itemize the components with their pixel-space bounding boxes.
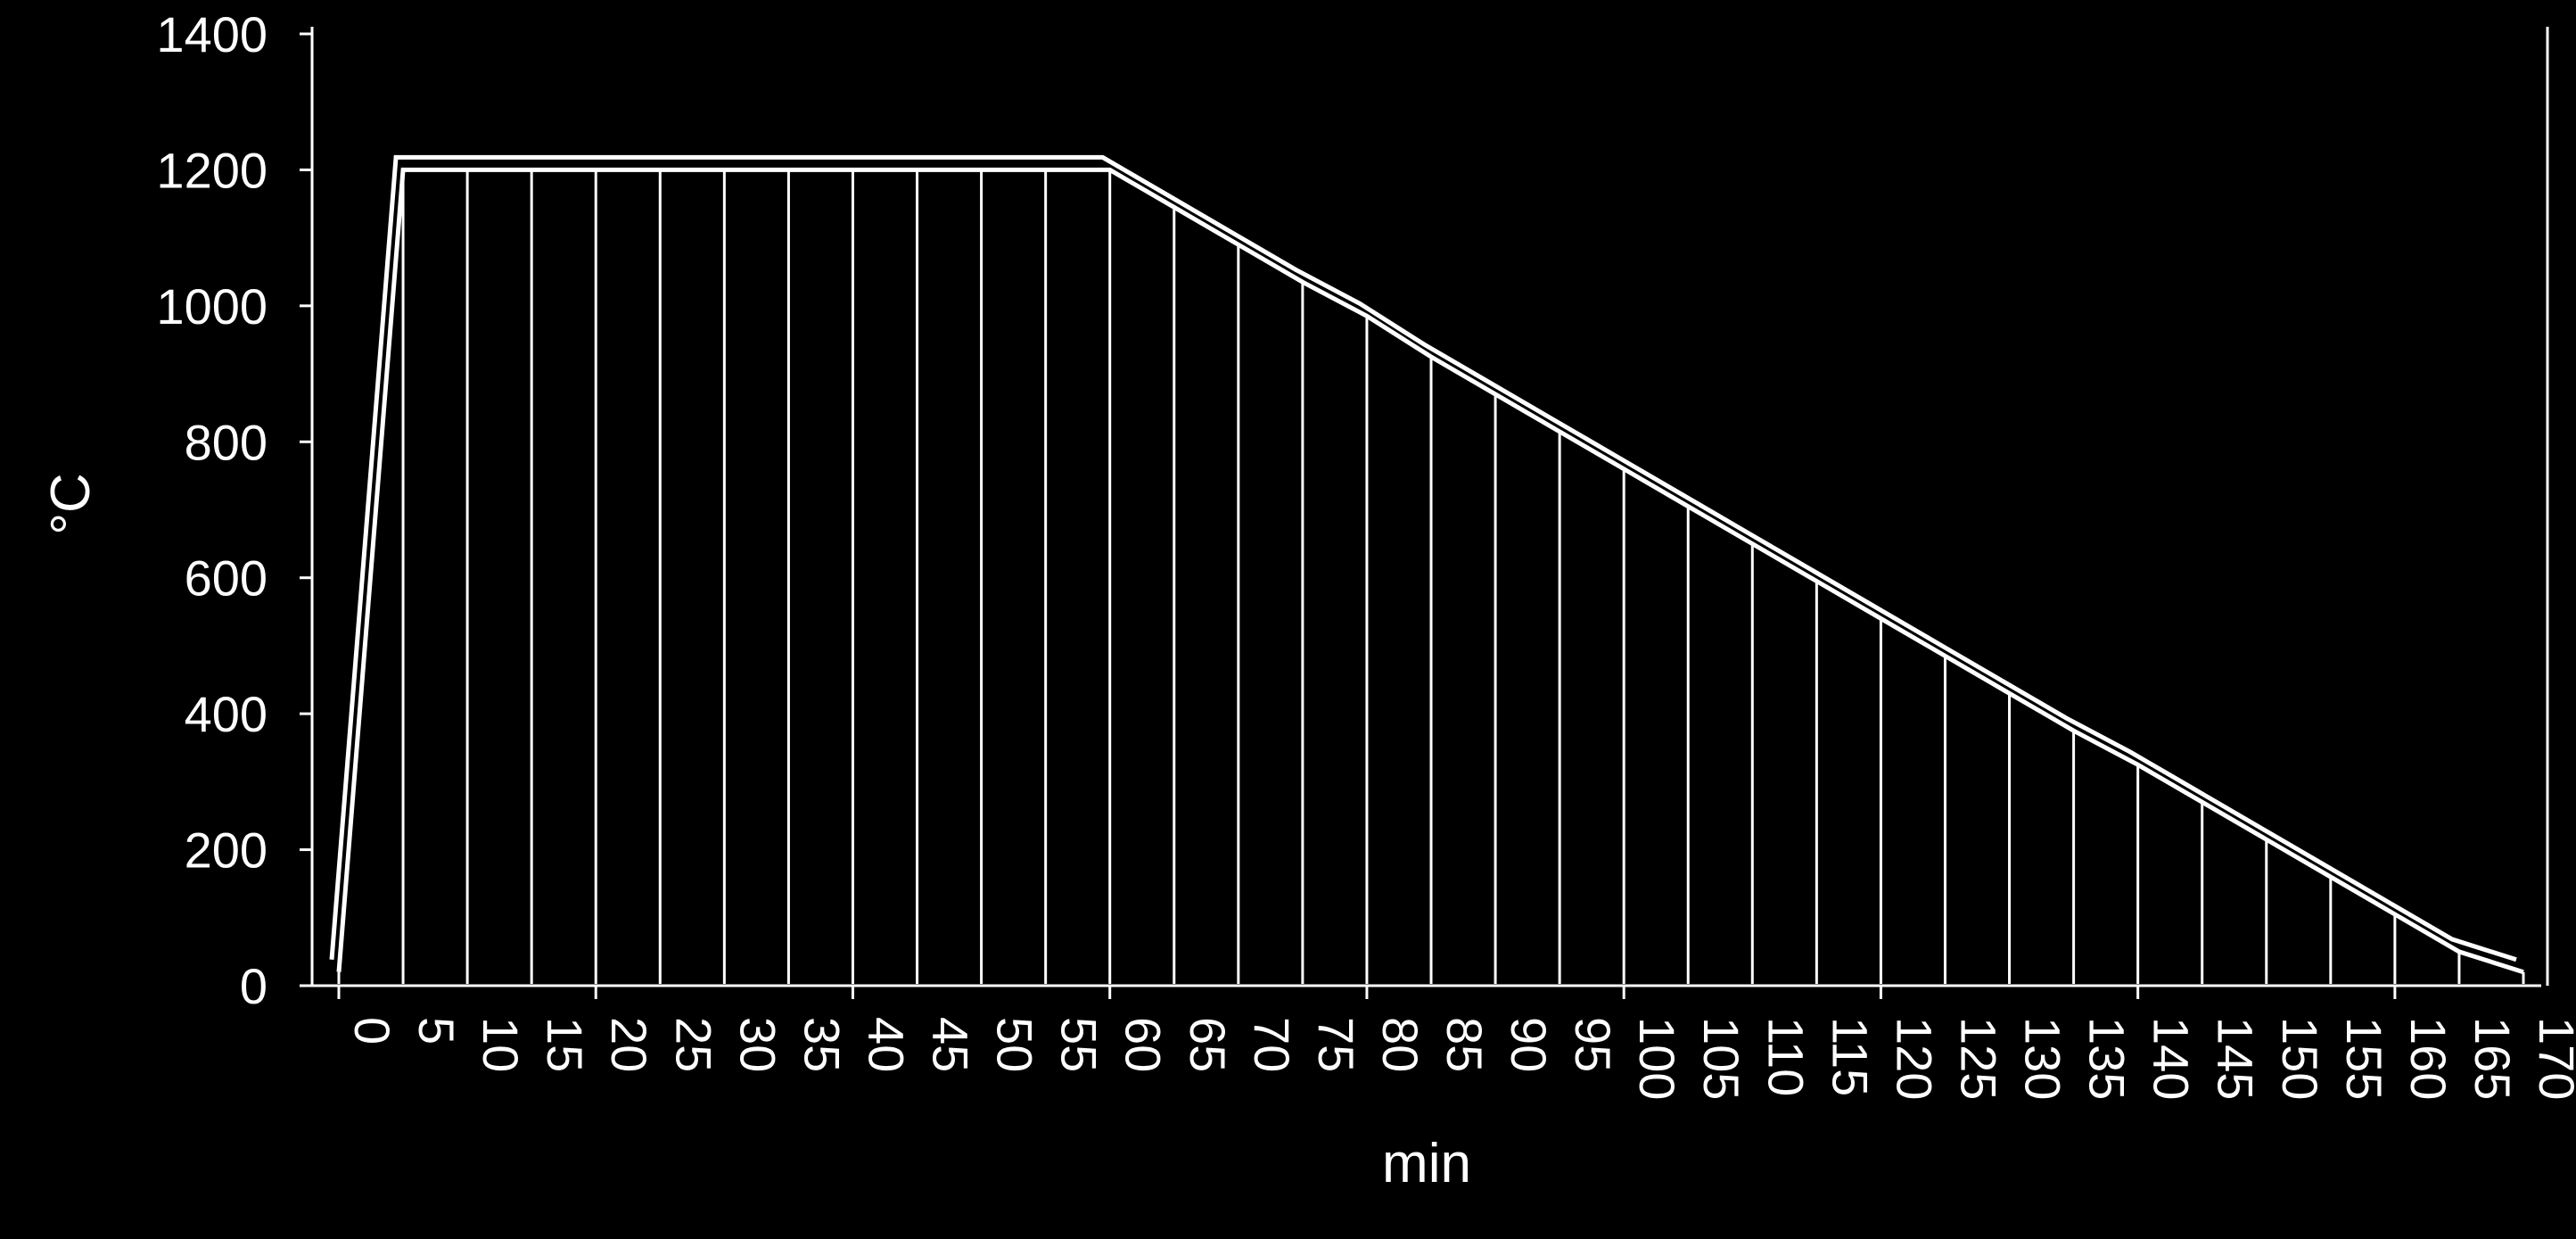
y-tick-label: 200 bbox=[185, 822, 267, 879]
series-lines bbox=[329, 154, 2524, 975]
x-tick-label: 170 bbox=[2529, 1017, 2576, 1100]
x-tick-label: 40 bbox=[858, 1017, 914, 1072]
y-tick-label: 1200 bbox=[156, 142, 267, 198]
axes bbox=[310, 27, 2549, 987]
x-tick-label: 100 bbox=[1629, 1017, 1685, 1100]
y-tick-label: 400 bbox=[185, 686, 267, 742]
y-tick-label: 0 bbox=[240, 958, 267, 1014]
y-axis-title: °C bbox=[40, 473, 102, 535]
y-tick-label: 600 bbox=[185, 550, 267, 607]
x-tick-label: 55 bbox=[1051, 1017, 1107, 1072]
y-tick-label: 800 bbox=[185, 414, 267, 470]
x-tick-label: 20 bbox=[601, 1017, 657, 1072]
x-tick-label: 160 bbox=[2400, 1017, 2457, 1100]
x-tick-label: 135 bbox=[2079, 1017, 2136, 1100]
x-tick-label: 125 bbox=[1950, 1017, 2006, 1100]
x-tick-label: 60 bbox=[1115, 1017, 1172, 1072]
y-ticks: 0 200 400 600 800 1000 1200 1400 bbox=[156, 6, 312, 1014]
x-tick-label: 75 bbox=[1308, 1017, 1364, 1072]
x-tick-label: 140 bbox=[2144, 1017, 2200, 1100]
x-tick-label: 80 bbox=[1372, 1017, 1428, 1072]
x-tick-label: 105 bbox=[1693, 1017, 1749, 1100]
x-tick-label: 145 bbox=[2208, 1017, 2264, 1100]
y-tick-label: 1000 bbox=[156, 278, 267, 335]
x-tick-label: 0 bbox=[344, 1017, 400, 1045]
x-axis-title: min bbox=[1382, 1133, 1471, 1194]
x-tick-label: 150 bbox=[2272, 1017, 2328, 1100]
x-tick-label: 30 bbox=[729, 1017, 786, 1072]
x-tick-label: 70 bbox=[1244, 1017, 1300, 1072]
x-tick-label: 155 bbox=[2336, 1017, 2392, 1100]
x-tick-label: 120 bbox=[1886, 1017, 1942, 1100]
x-tick-label: 5 bbox=[408, 1017, 465, 1045]
series-line bbox=[336, 167, 2524, 975]
x-tick-label: 25 bbox=[665, 1017, 721, 1072]
x-tick-label: 10 bbox=[473, 1017, 529, 1072]
x-tick-label: 115 bbox=[1822, 1017, 1878, 1096]
x-tick-label: 45 bbox=[923, 1017, 979, 1072]
series-line-offset bbox=[329, 154, 2517, 962]
x-ticks: 0 5 10 15 20 25 30 35 40 45 50 55 60 65 70 75 80 85 90 95 10… bbox=[337, 986, 2576, 1100]
y-tick-label: 1400 bbox=[156, 6, 267, 62]
x-tick-label: 65 bbox=[1180, 1017, 1236, 1072]
x-tick-label: 165 bbox=[2465, 1017, 2521, 1100]
x-tick-label: 130 bbox=[2015, 1017, 2071, 1100]
x-tick-label: 95 bbox=[1565, 1017, 1621, 1072]
drop-lines bbox=[337, 169, 2525, 984]
x-tick-label: 110 bbox=[1757, 1017, 1814, 1096]
x-tick-label: 90 bbox=[1501, 1017, 1557, 1072]
x-tick-label: 35 bbox=[794, 1017, 850, 1072]
x-tick-label: 50 bbox=[987, 1017, 1043, 1072]
x-tick-label: 85 bbox=[1436, 1017, 1493, 1072]
x-tick-label: 15 bbox=[537, 1017, 593, 1072]
